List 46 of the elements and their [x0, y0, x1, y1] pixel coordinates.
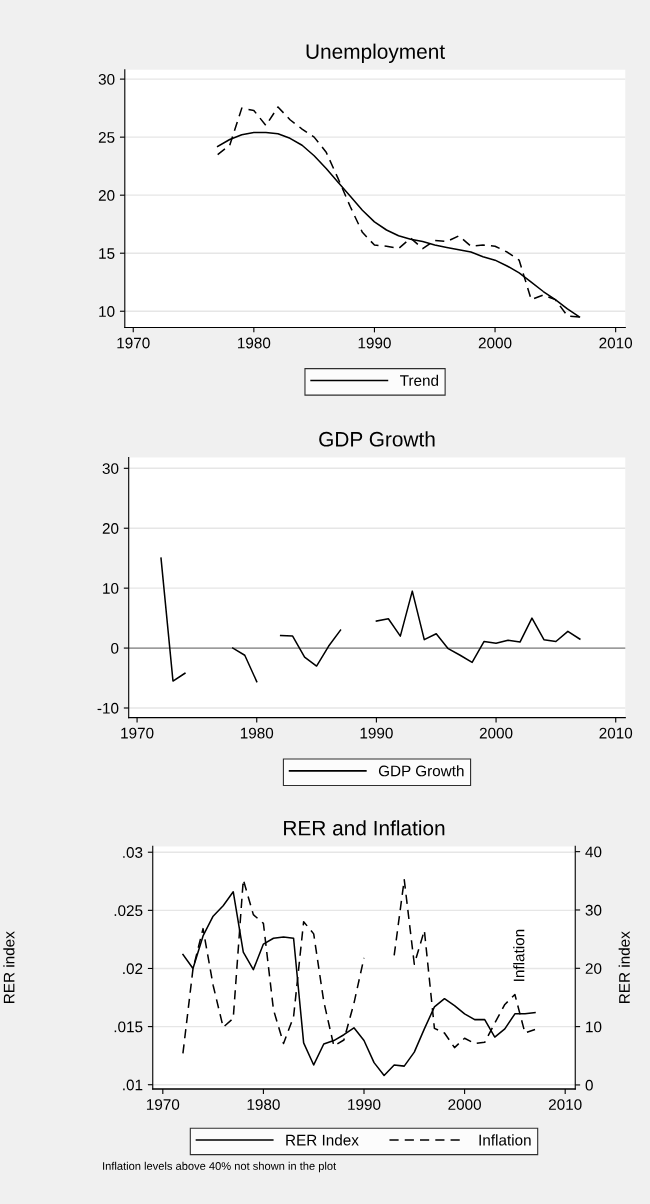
x-tick-label: 1970 — [146, 1099, 180, 1110]
x-tick-label: 1970 — [121, 727, 154, 739]
y2-axis-title: RER index — [618, 931, 630, 1003]
legend-label: RER Index — [286, 1134, 359, 1146]
y2-tick-label: 20 — [585, 963, 602, 974]
y-tick-label: 20 — [102, 523, 119, 534]
y-tick-label: .02 — [123, 963, 143, 975]
y-tick-label: 10 — [99, 306, 115, 317]
legend-label: Inflation — [479, 1134, 531, 1146]
y2-tick-label: 40 — [585, 846, 602, 858]
chart-title: Unemployment — [306, 43, 445, 64]
y-tick-label: -10 — [97, 702, 119, 714]
y-tick-label: 0 — [111, 642, 119, 654]
x-tick-label: 2000 — [479, 727, 513, 739]
annotation: Inflation — [513, 929, 525, 981]
x-tick-label: 1980 — [240, 727, 274, 739]
x-tick-label: 2000 — [448, 1099, 481, 1110]
chart-title: GDP Growth — [319, 431, 435, 447]
y-tick-label: 30 — [102, 463, 119, 474]
legend-label: Trend — [400, 374, 439, 386]
y-tick-label: 25 — [98, 132, 115, 143]
y-tick-label: .03 — [123, 847, 143, 858]
x-tick-label: 1990 — [348, 1099, 381, 1110]
x-tick-label: 1990 — [358, 337, 391, 349]
y-tick-label: 30 — [98, 73, 115, 85]
chart-title: RER and Inflation — [284, 820, 445, 836]
legend-label: GDP Growth — [378, 765, 464, 777]
y2-tick-label: 10 — [586, 1021, 602, 1033]
y-tick-label: .015 — [114, 1021, 143, 1033]
x-tick-label: 1990 — [360, 727, 393, 739]
x-tick-label: 1980 — [247, 1099, 280, 1110]
x-tick-label: 2010 — [548, 1099, 582, 1110]
text: Inflation levels above 40% not shown in the plot — [103, 1161, 337, 1173]
y-tick-label: 15 — [99, 248, 115, 259]
y-axis-title: RER index — [3, 931, 15, 1003]
y2-tick-label: 0 — [585, 1079, 593, 1091]
x-tick-label: 1980 — [238, 337, 271, 349]
y-tick-label: .01 — [123, 1079, 143, 1091]
y-tick-label: 20 — [98, 190, 115, 201]
x-tick-label: 1970 — [117, 337, 150, 349]
x-tick-label: 2010 — [599, 727, 633, 739]
y-tick-label: .025 — [114, 905, 143, 917]
y-tick-label: 10 — [103, 583, 119, 594]
y2-tick-label: 30 — [585, 904, 602, 916]
x-tick-label: 2010 — [599, 337, 633, 349]
x-tick-label: 2000 — [478, 337, 512, 349]
